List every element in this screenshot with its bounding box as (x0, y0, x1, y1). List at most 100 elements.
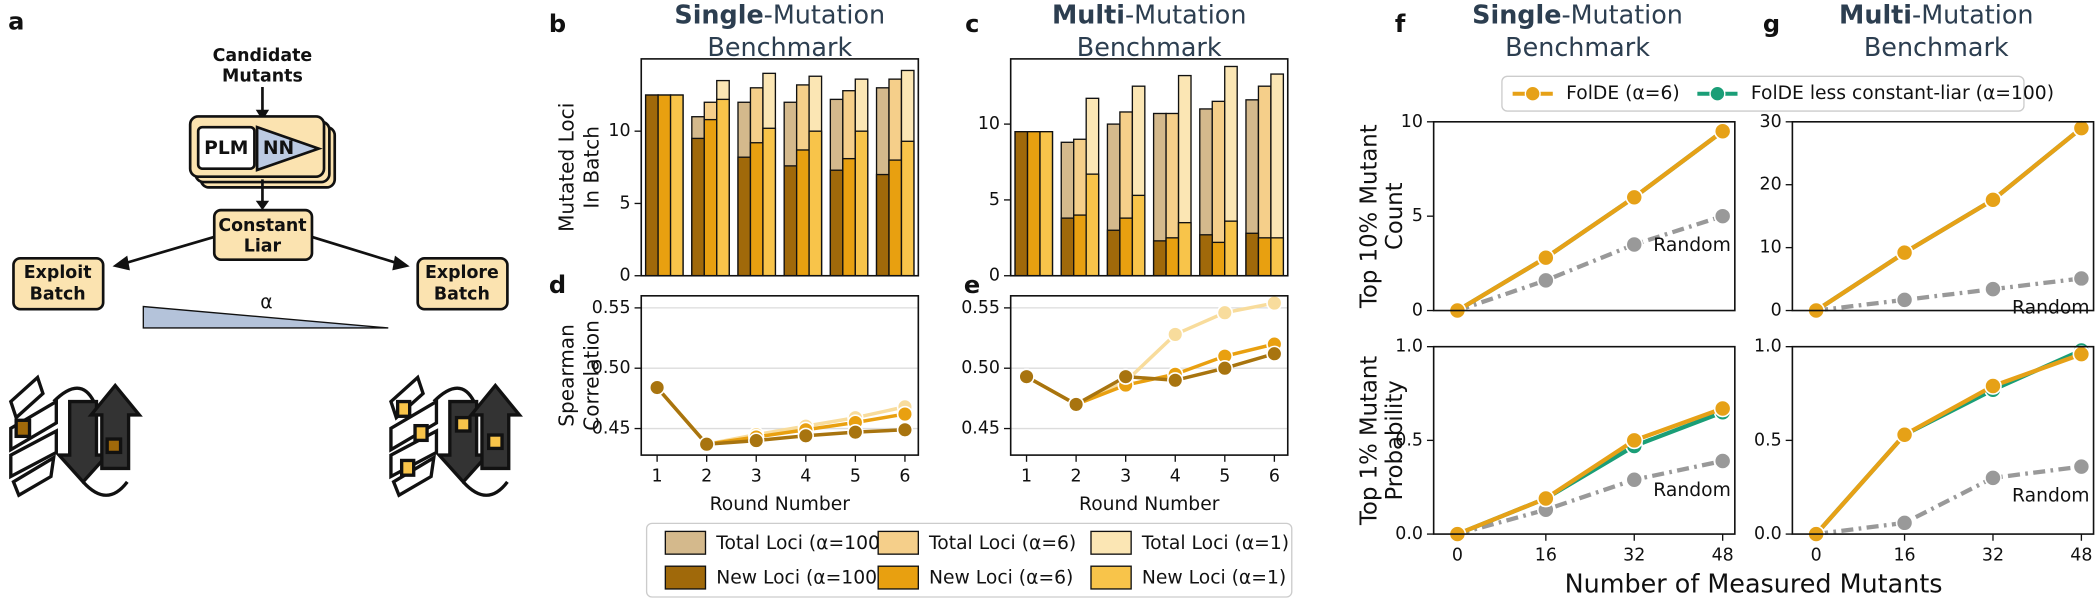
legend: FolDE (α=6) FolDE less constant-liar (α=1… (1501, 75, 2054, 112)
x-tick-label: 48 (2070, 545, 2092, 565)
arrow (122, 235, 215, 265)
line (1815, 464, 2082, 537)
legend-swatch (664, 530, 707, 555)
bar (716, 98, 730, 277)
y-tick-label: 0 (1412, 301, 1423, 321)
x-tick-label: 32 (1623, 545, 1645, 565)
bar (657, 94, 672, 277)
bar (691, 137, 705, 277)
plot-frame (1432, 121, 1736, 312)
legend-marker (1524, 85, 1541, 102)
bar (1131, 194, 1146, 277)
protein-right (389, 374, 523, 498)
point (1018, 368, 1035, 385)
bar (1211, 241, 1226, 277)
plot-frame (640, 295, 920, 456)
x-axis-label: Round Number (710, 494, 851, 515)
line (1456, 406, 1724, 537)
plot-frame (1009, 295, 1289, 456)
panel-label: e (964, 271, 980, 299)
point (896, 421, 914, 438)
arrow (311, 235, 400, 265)
y-axis-label: Spearman (554, 324, 578, 427)
bar (1014, 131, 1029, 277)
y-tick-label: 0.5 (1395, 430, 1423, 450)
diagram-text: Mutants (222, 66, 303, 86)
diagram-text: Constant (218, 216, 306, 236)
legend-swatch (1090, 565, 1132, 590)
chart-title: Single-Mutation (674, 0, 885, 30)
line (1025, 352, 1275, 407)
point (1167, 372, 1184, 389)
point (1067, 396, 1085, 413)
panel-label: c (965, 10, 979, 38)
x-tick-label: 4 (1170, 467, 1181, 487)
bar (737, 156, 752, 277)
title-rest: -Mutation (1125, 0, 1246, 30)
diagram-text: Batch (30, 284, 86, 304)
diagram-text: PLM (204, 138, 248, 159)
bar (842, 157, 856, 277)
legend-label: New Loci (α=1) (1142, 568, 1286, 589)
legend-label: FolDE (α=6) (1566, 83, 1679, 104)
y-tick-label: 0 (1771, 301, 1782, 321)
bar (1119, 217, 1134, 277)
y-tick-label: 0 (619, 266, 630, 286)
annotation: Random (2012, 297, 2089, 318)
bar (669, 94, 684, 277)
bar (1026, 131, 1041, 277)
plot-frame (1009, 58, 1289, 277)
bar (1177, 221, 1192, 277)
point (896, 405, 914, 423)
legend-label: Total Loci (α=100) (715, 533, 887, 554)
title-rest: -Mutation (764, 0, 885, 30)
y-tick-label: 0.0 (1754, 524, 1782, 544)
point (1625, 235, 1644, 254)
x-tick-label: 3 (1120, 467, 1131, 487)
y-tick-label: 1.0 (1754, 337, 1782, 357)
point (1984, 190, 2002, 209)
bar (1199, 234, 1213, 277)
legend-marker (1709, 85, 1726, 102)
title-bold: Multi (1839, 0, 1912, 30)
x-tick-label: 2 (1071, 467, 1082, 487)
chart-title: Benchmark (707, 32, 852, 62)
annotation: Random (1653, 235, 1730, 256)
x-tick-label: 16 (1535, 545, 1557, 565)
bar (703, 118, 718, 277)
panel-label: b (549, 10, 566, 38)
x-axis-label: Round Number (1079, 494, 1220, 515)
legend-label: Total Loci (α=6) (928, 533, 1076, 554)
x-tick-label: 3 (751, 467, 762, 487)
legend-box (1501, 75, 2025, 112)
x-tick-label: 6 (899, 467, 910, 487)
y-tick-label: 30 (1760, 112, 1782, 132)
x-tick-label: 32 (1982, 545, 2004, 565)
bar (808, 130, 823, 277)
point (1625, 431, 1644, 450)
legend-swatch (877, 530, 919, 555)
line (1456, 214, 1724, 313)
plm-box (196, 125, 256, 170)
y-axis-label: Mutated Loci (554, 103, 578, 232)
x-tick-label: 48 (1712, 545, 1734, 565)
chart-title: Benchmark (1505, 32, 1650, 62)
title-bold: Single (1472, 0, 1561, 30)
legend-swatch (1090, 530, 1132, 555)
point (1625, 470, 1644, 489)
bar (1165, 237, 1180, 277)
point (1216, 304, 1233, 321)
point (797, 427, 814, 444)
point (1266, 345, 1283, 362)
bar (854, 130, 869, 277)
x-tick-label: 2 (701, 467, 712, 487)
point (1984, 280, 2002, 298)
y-tick-label: 1.0 (1395, 337, 1423, 357)
alpha-wedge (142, 305, 389, 329)
title-rest: -Mutation (1561, 0, 1682, 30)
line (1456, 129, 1724, 313)
y-tick-label: 10 (608, 121, 630, 141)
